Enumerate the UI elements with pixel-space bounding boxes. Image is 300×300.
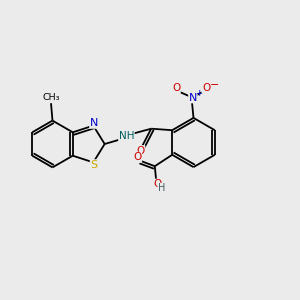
Text: O: O	[154, 179, 162, 189]
Text: H: H	[158, 183, 165, 194]
Text: O: O	[172, 83, 180, 93]
Text: +: +	[195, 89, 202, 98]
Text: O: O	[202, 83, 210, 93]
Text: N: N	[90, 118, 98, 128]
Text: O: O	[136, 146, 145, 156]
Text: CH₃: CH₃	[42, 93, 60, 102]
Text: NH: NH	[119, 131, 134, 141]
Text: O: O	[133, 152, 142, 162]
Text: −: −	[210, 80, 219, 90]
Text: S: S	[90, 160, 98, 170]
Text: N: N	[189, 93, 197, 103]
